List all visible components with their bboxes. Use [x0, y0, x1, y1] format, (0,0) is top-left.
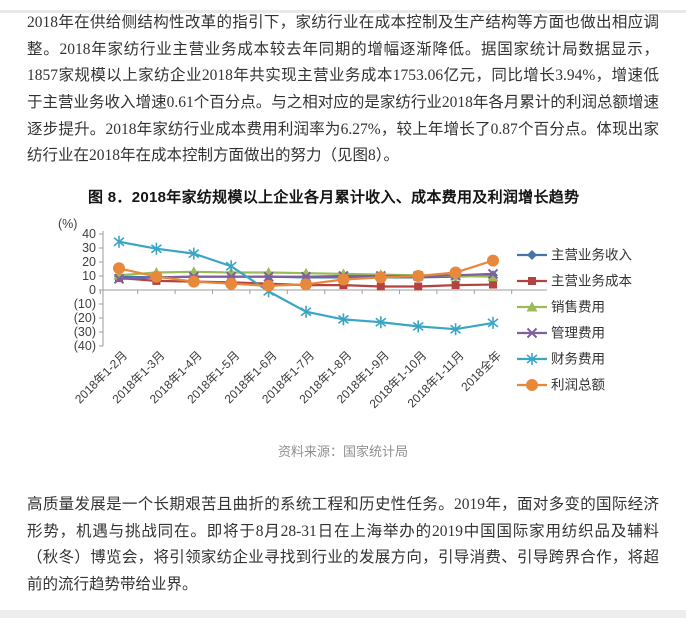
legend-item-revenue: 主营业务收入	[517, 247, 632, 262]
asterisk-marker	[150, 242, 162, 255]
asterisk-marker	[225, 260, 237, 273]
asterisk-marker	[300, 305, 312, 318]
legend-label: 利润总额	[551, 377, 605, 392]
circle-marker	[449, 266, 462, 279]
top-edge-bar	[0, 10, 686, 13]
circle-marker	[337, 273, 350, 286]
circle-marker	[225, 277, 238, 290]
legend-item-selling-expense: 销售费用	[517, 299, 605, 314]
asterisk-marker	[113, 235, 125, 248]
source-caption: 资料来源：国家统计局	[277, 443, 408, 459]
circle-marker	[412, 269, 425, 282]
article-paragraph-top: 2018年在供给侧结构性改革的指引下，家纺行业在成本控制及生产结构等方面也做出相…	[27, 14, 659, 165]
circle-marker	[374, 271, 387, 284]
asterisk-marker	[412, 320, 424, 333]
square-marker	[376, 282, 385, 291]
legend-label: 财务费用	[551, 351, 605, 366]
legend-item-financial-expense: 财务费用	[517, 351, 605, 366]
circle-marker	[187, 275, 200, 288]
legend-item-cost: 主营业务成本	[517, 273, 632, 288]
triangle-marker	[526, 301, 538, 312]
y-axis-unit: (%)	[58, 217, 77, 231]
circle-marker	[113, 262, 125, 275]
y-tick-label: (20)	[74, 311, 96, 325]
article-paragraph-bottom: 高质量发展是一个长期艰苦且曲折的系统工程和历史性任务。2019年，面对多变的国际…	[27, 495, 659, 593]
square-marker	[489, 280, 497, 289]
y-tick-label: (40)	[74, 339, 96, 353]
square-marker	[528, 276, 536, 285]
asterisk-marker	[375, 316, 387, 329]
asterisk-marker	[337, 313, 349, 326]
legend-item-total-profit: 利润总额	[517, 377, 605, 392]
square-marker	[451, 281, 460, 290]
figure-title: 图 8．2018年家纺规模以上企业各月累计收入、成本费用及利润增长趋势	[88, 188, 580, 206]
series-total-profit	[113, 254, 499, 292]
circle-marker	[300, 278, 312, 291]
circle-marker	[526, 378, 538, 391]
x-marker	[487, 268, 499, 280]
x-marker	[263, 271, 274, 282]
trend-chart: 40 30 20 10 0 (10) (20) (30) (40) (%) 2018年1-2月 201…	[0, 217, 686, 437]
legend-item-admin-expense: 管理费用	[517, 325, 605, 340]
legend-label: 管理费用	[551, 325, 605, 340]
legend-label: 主营业务收入	[551, 247, 632, 262]
circle-marker	[487, 254, 499, 267]
diamond-marker	[527, 249, 537, 260]
circle-marker	[262, 279, 275, 292]
x-marker	[526, 327, 538, 339]
x-marker	[113, 273, 125, 284]
y-tick-label: 10	[82, 269, 96, 283]
x-tick-label: 2018全年	[458, 347, 504, 393]
circle-marker	[150, 270, 163, 283]
asterisk-marker	[487, 316, 499, 329]
asterisk-marker	[526, 352, 538, 365]
legend-label: 销售费用	[551, 299, 605, 314]
legend-label: 主营业务成本	[551, 273, 632, 288]
y-tick-label: 20	[82, 255, 96, 269]
y-tick-label: (10)	[74, 297, 96, 311]
asterisk-marker	[450, 323, 462, 336]
bottom-edge-bar	[0, 610, 686, 618]
y-tick-label: 30	[82, 241, 96, 255]
trend-chart-canvas: 403020100(10)(20)(30)(40)(%)2018年1-2月201…	[58, 217, 632, 411]
asterisk-marker	[188, 247, 200, 260]
y-tick-label: 40	[82, 227, 96, 241]
y-tick-label: (30)	[74, 325, 96, 339]
square-marker	[414, 282, 423, 291]
y-tick-label: 0	[89, 283, 96, 297]
triangle-marker	[487, 271, 499, 282]
